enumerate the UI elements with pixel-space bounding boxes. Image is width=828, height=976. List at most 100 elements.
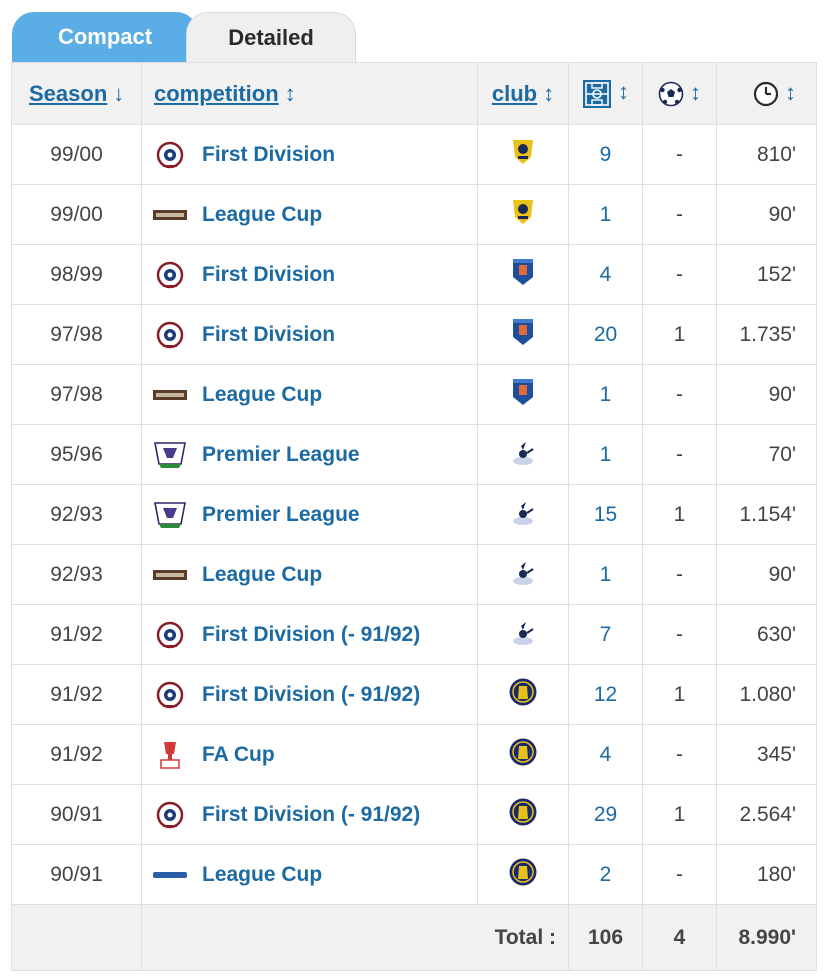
stats-table-container: Season ↓ competition ↕ club ↕ (11, 62, 817, 971)
club-badge-round-navy-icon[interactable] (508, 856, 538, 888)
appearances-link[interactable]: 2 (599, 862, 612, 886)
competition-cell: League Cup (141, 544, 478, 605)
minutes-cell: 2.564' (716, 784, 817, 845)
sort-both-icon[interactable]: ↕ (690, 79, 701, 105)
club-badge-blue-shield-icon[interactable] (508, 256, 538, 288)
appearances-link[interactable]: 4 (599, 262, 612, 286)
sort-both-icon[interactable]: ↕ (785, 79, 796, 105)
competition-link[interactable]: Premier League (202, 442, 360, 466)
club-badge-round-navy-icon[interactable] (508, 736, 538, 768)
sort-both-icon[interactable]: ↕ (284, 80, 296, 106)
competition-sort-link[interactable]: competition (154, 80, 279, 106)
header-competition[interactable]: competition ↕ (141, 62, 478, 125)
competition-link[interactable]: League Cup (202, 562, 323, 586)
pitch-icon[interactable] (582, 79, 612, 109)
club-badge-cockerel-icon[interactable] (508, 556, 538, 588)
competition-link[interactable]: First Division (202, 322, 336, 346)
club-cell (477, 304, 569, 365)
ball-icon[interactable] (658, 81, 684, 107)
competition-link[interactable]: Premier League (202, 502, 360, 526)
club-badge-cockerel-icon[interactable] (508, 616, 538, 648)
club-sort-link[interactable]: club (491, 80, 538, 106)
header-season[interactable]: Season ↓ (11, 62, 142, 125)
competition-wrapper: First Division (150, 140, 469, 170)
header-minutes[interactable]: ↕ (716, 62, 817, 125)
competition-link[interactable]: First Division (- 91/92) (202, 622, 421, 646)
season-cell: 91/92 (11, 664, 142, 725)
minutes-cell: 180' (716, 844, 817, 905)
appearances-link[interactable]: 15 (593, 502, 618, 526)
clock-icon[interactable] (753, 81, 779, 107)
club-badge-round-navy-icon[interactable] (508, 676, 538, 708)
football-league-badge-icon[interactable] (152, 620, 188, 650)
football-league-badge-icon[interactable] (152, 260, 188, 290)
goals-cell: - (642, 724, 717, 785)
club-badge-round-navy-icon[interactable] (508, 796, 538, 828)
goals-cell: 1 (642, 784, 717, 845)
competition-link[interactable]: First Division (202, 142, 336, 166)
club-badge-cockerel-icon[interactable] (508, 496, 538, 528)
league-cup-banner-icon[interactable] (152, 380, 188, 410)
header-club[interactable]: club ↕ (477, 62, 569, 125)
total-minutes: 8.990' (716, 904, 817, 971)
appearances-link[interactable]: 1 (599, 382, 612, 406)
club-badge-yellow-navy-icon[interactable] (508, 196, 538, 228)
tab-compact[interactable]: Compact (12, 12, 198, 62)
competition-cell: First Division (141, 244, 478, 305)
appearances-link[interactable]: 20 (593, 322, 618, 346)
football-league-badge-icon[interactable] (152, 320, 188, 350)
premier-league-lion-icon[interactable] (152, 440, 188, 470)
appearances-link[interactable]: 1 (599, 562, 612, 586)
appearances-link[interactable]: 1 (599, 202, 612, 226)
competition-cell: First Division (- 91/92) (141, 664, 478, 725)
club-badge-blue-shield-icon[interactable] (508, 316, 538, 348)
appearances-cell: 1 (568, 184, 643, 245)
football-league-badge-icon[interactable] (152, 800, 188, 830)
competition-link[interactable]: League Cup (202, 382, 323, 406)
league-cup-banner-icon[interactable] (152, 200, 188, 230)
table-row: 97/98 League Cup 1 -90' (11, 364, 817, 425)
club-badge-yellow-navy-icon[interactable] (508, 136, 538, 168)
tab-detailed[interactable]: Detailed (186, 12, 356, 62)
competition-link[interactable]: First Division (- 91/92) (202, 802, 421, 826)
competition-link[interactable]: FA Cup (202, 742, 275, 766)
football-league-badge-icon[interactable] (152, 140, 188, 170)
fa-cup-trophy-icon[interactable] (152, 740, 188, 770)
club-badge-blue-shield-icon[interactable] (508, 376, 538, 408)
appearances-link[interactable]: 29 (593, 802, 618, 826)
appearances-link[interactable]: 4 (599, 742, 612, 766)
competition-link[interactable]: League Cup (202, 862, 323, 886)
competition-link[interactable]: First Division (202, 262, 336, 286)
club-cell (477, 424, 569, 485)
appearances-cell: 15 (568, 484, 643, 545)
club-cell (477, 184, 569, 245)
competition-link[interactable]: First Division (- 91/92) (202, 682, 421, 706)
appearances-link[interactable]: 12 (593, 682, 618, 706)
competition-cell: First Division (141, 124, 478, 185)
football-league-badge-icon[interactable] (152, 680, 188, 710)
appearances-cell: 20 (568, 304, 643, 365)
sort-desc-icon[interactable]: ↓ (113, 80, 125, 106)
club-cell (477, 244, 569, 305)
minutes-cell: 90' (716, 184, 817, 245)
appearances-cell: 1 (568, 364, 643, 425)
table-row: 92/93 League Cup 1 -90' (11, 544, 817, 605)
header-goals[interactable]: ↕ (642, 62, 717, 125)
competition-link[interactable]: League Cup (202, 202, 323, 226)
appearances-link[interactable]: 7 (599, 622, 612, 646)
competition-wrapper: League Cup (150, 560, 469, 590)
goals-cell: - (642, 424, 717, 485)
league-cup-banner-blue-icon[interactable] (152, 860, 188, 890)
header-appearances[interactable]: ↕ (568, 62, 643, 125)
club-badge-cockerel-icon[interactable] (508, 436, 538, 468)
season-sort-link[interactable]: Season (29, 80, 108, 106)
league-cup-banner-icon[interactable] (152, 560, 188, 590)
sort-both-icon[interactable]: ↕ (543, 80, 555, 106)
total-row: Total : 106 4 8.990' (11, 904, 817, 971)
appearances-link[interactable]: 9 (599, 142, 612, 166)
premier-league-lion-icon[interactable] (152, 500, 188, 530)
sort-both-icon[interactable]: ↕ (618, 79, 629, 105)
competition-wrapper: First Division (- 91/92) (150, 620, 469, 650)
competition-wrapper: First Division (- 91/92) (150, 680, 469, 710)
appearances-link[interactable]: 1 (599, 442, 612, 466)
